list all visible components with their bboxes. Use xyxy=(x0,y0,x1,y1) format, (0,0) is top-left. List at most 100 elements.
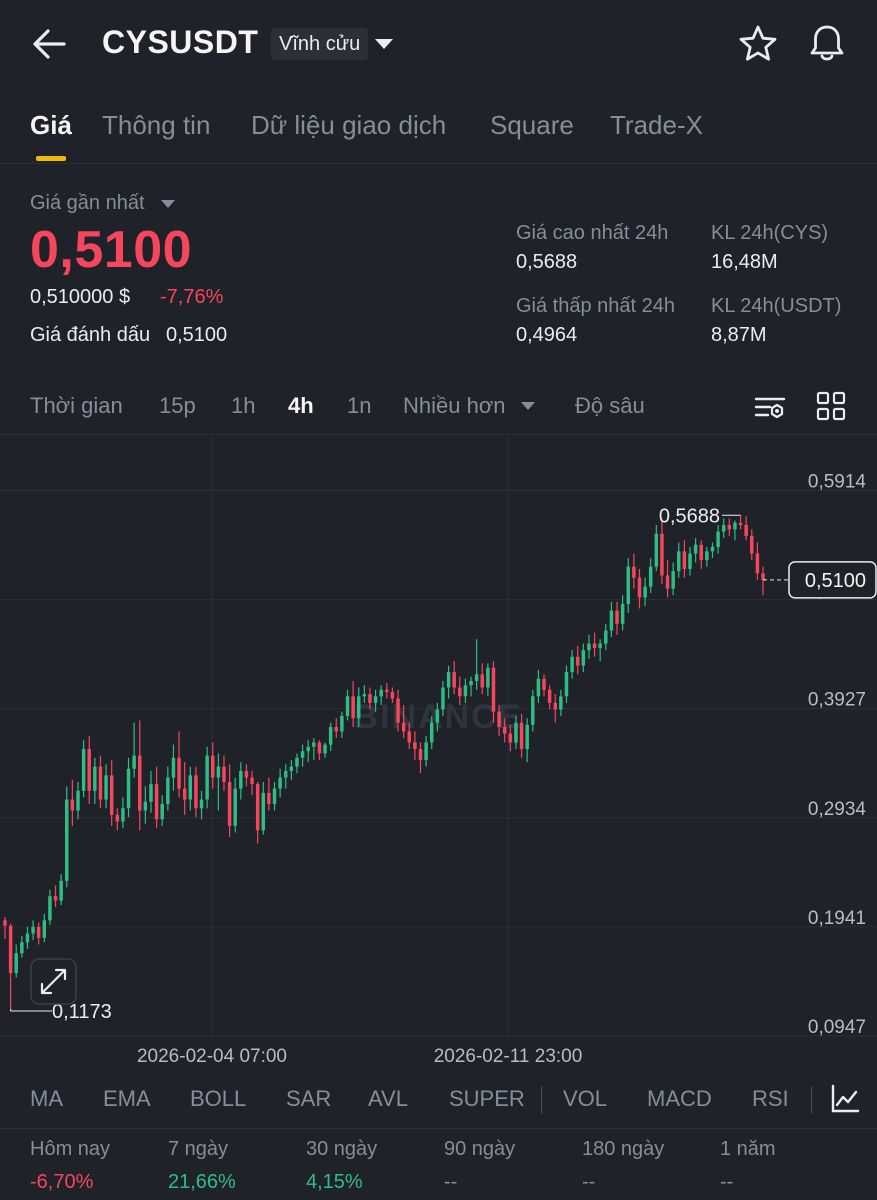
candle-body xyxy=(98,766,103,800)
last-price-label: 0,5100 xyxy=(805,570,866,592)
perf-label: 30 ngày xyxy=(306,1138,378,1160)
candle-body xyxy=(25,933,30,943)
candle-body xyxy=(660,533,664,576)
indicator-vol[interactable]: VOL xyxy=(563,1086,608,1111)
timeframe-15m[interactable]: 15p xyxy=(159,393,196,418)
candle-body xyxy=(592,643,597,648)
candle-body xyxy=(143,801,148,811)
high-marker-label: 0,5688 xyxy=(659,505,720,527)
candle-body xyxy=(14,953,18,974)
grid-layout-icon[interactable] xyxy=(816,391,846,421)
caret-down-icon[interactable] xyxy=(373,36,395,52)
candle-body xyxy=(48,896,52,921)
candle-body xyxy=(261,792,266,831)
perf-value: 4,15% xyxy=(306,1171,363,1193)
price-selector-caret-icon[interactable] xyxy=(160,198,176,210)
candle-body xyxy=(373,696,378,703)
candle-body xyxy=(20,942,24,954)
timeframe-time[interactable]: Thời gian xyxy=(30,393,123,418)
candle-body xyxy=(132,755,136,769)
candle-body xyxy=(413,742,417,750)
perf-value: -- xyxy=(444,1171,458,1193)
expand-icon xyxy=(40,968,67,995)
tab-price[interactable]: Giá xyxy=(30,110,72,140)
vol-quote-label: KL 24h(USDT) xyxy=(711,295,842,317)
low-24h-value: 0,4964 xyxy=(516,324,578,346)
candle-body xyxy=(345,696,350,717)
candle-body xyxy=(626,566,630,605)
candle-body xyxy=(542,678,546,690)
more-caret-icon[interactable] xyxy=(520,400,536,412)
back-arrow-icon[interactable] xyxy=(30,26,70,62)
timeframe-4h[interactable]: 4h xyxy=(288,393,314,418)
candle-body xyxy=(491,667,496,712)
tab-info[interactable]: Thông tin xyxy=(102,110,211,140)
candle-body xyxy=(289,766,294,771)
candle-body xyxy=(727,524,732,530)
price-change: -7,76% xyxy=(160,286,224,308)
candle-body xyxy=(458,687,462,697)
candle-body xyxy=(244,770,249,778)
indicator-super[interactable]: SUPER xyxy=(449,1086,525,1111)
indicator-sar[interactable]: SAR xyxy=(286,1086,332,1111)
star-icon[interactable] xyxy=(738,24,778,64)
indicator-avl[interactable]: AVL xyxy=(368,1086,408,1111)
candle-body xyxy=(272,788,277,804)
last-price-box xyxy=(788,561,877,599)
candle-body xyxy=(677,551,681,572)
candle-body xyxy=(306,746,310,752)
symbol-title[interactable]: CYSUSDT xyxy=(102,24,259,60)
candle-body xyxy=(665,575,670,589)
performance-row: Hôm nay -6,70% 7 ngày 21,66% 30 ngày 4,1… xyxy=(0,1128,877,1200)
candle-body xyxy=(368,694,372,703)
indicator-ema[interactable]: EMA xyxy=(103,1086,151,1111)
candle-body xyxy=(385,689,389,692)
candle-body xyxy=(65,799,69,881)
candle-body xyxy=(211,755,215,778)
candle-body xyxy=(284,770,288,778)
vol-quote-value: 8,87M xyxy=(711,324,767,346)
timeframe-bar: Thời gian 15p 1h 4h 1n Nhiều hơn Độ sâu xyxy=(0,385,877,435)
indicator-ma[interactable]: MA xyxy=(30,1086,63,1111)
candle-body xyxy=(351,696,355,719)
candles xyxy=(3,515,765,1012)
indicator-boll[interactable]: BOLL xyxy=(190,1086,247,1111)
x-tick-label: 2026-02-11 23:00 xyxy=(434,1046,583,1067)
candle-body xyxy=(705,551,709,561)
tab-trade-x[interactable]: Trade-X xyxy=(610,110,703,140)
candle-body xyxy=(8,925,13,974)
candle-body xyxy=(738,522,743,525)
price-selector[interactable]: Giá gần nhất xyxy=(30,192,145,214)
candle-body xyxy=(216,766,221,778)
candle-body xyxy=(620,604,625,624)
tab-trading-data[interactable]: Dữ liệu giao dịch xyxy=(251,110,447,140)
candle-body xyxy=(300,751,305,758)
timeframe-depth[interactable]: Độ sâu xyxy=(575,393,645,418)
candle-body xyxy=(553,702,557,710)
candle-body xyxy=(295,757,299,767)
timeframe-1d[interactable]: 1n xyxy=(347,393,372,418)
vol-base-label: KL 24h(CYS) xyxy=(711,222,829,244)
timeframe-more[interactable]: Nhiều hơn xyxy=(403,393,506,418)
bell-icon[interactable] xyxy=(806,22,848,64)
candle-body xyxy=(171,757,176,778)
perf-value: -6,70% xyxy=(30,1171,94,1193)
tab-square[interactable]: Square xyxy=(490,110,574,140)
chart-settings-icon[interactable] xyxy=(754,392,786,424)
candle-body xyxy=(205,755,209,800)
mark-price-label: Giá đánh dấu xyxy=(30,324,151,346)
perf-value: 21,66% xyxy=(168,1171,236,1193)
expand-button[interactable] xyxy=(30,958,77,1005)
indicator-chart-icon[interactable] xyxy=(830,1084,860,1114)
contract-type-badge[interactable]: Vĩnh cửu xyxy=(271,28,369,60)
timeframe-1h[interactable]: 1h xyxy=(231,393,256,418)
candle-body xyxy=(227,781,232,826)
candle-body xyxy=(721,524,726,532)
indicator-macd[interactable]: MACD xyxy=(647,1086,712,1111)
indicator-rsi[interactable]: RSI xyxy=(752,1086,789,1111)
candle-body xyxy=(559,696,563,710)
candle-body xyxy=(239,770,243,789)
candle-body xyxy=(486,667,490,688)
candle-body xyxy=(42,920,47,938)
